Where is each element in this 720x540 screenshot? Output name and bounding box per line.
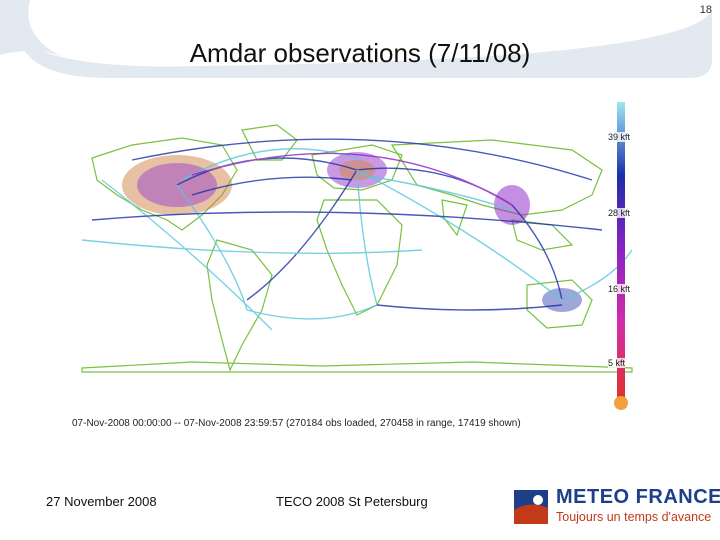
observation-clusters [122,152,582,312]
coast-greenland [241,124,298,161]
amdar-map: 39 kft 28 kft 16 kft 5 kft [72,100,637,422]
altitude-label-5: 5 kft [608,358,626,368]
coast-south-america [206,239,273,372]
logo-name: METEO FRANCE [556,486,720,508]
altitude-label-16: 16 kft [608,284,631,294]
meteo-france-logo: METEO FRANCE Toujours un temps d'avance [512,484,720,532]
coast-africa [316,199,403,316]
footer-event: TECO 2008 St Petersburg [276,494,428,509]
coast-asia [390,139,603,216]
coast-antarctica [81,361,633,373]
altitude-color-bar [617,102,625,397]
coastlines [81,124,633,373]
altitude-bar-marker [614,396,628,410]
page-number: 18 [699,4,712,16]
footer-date: 27 November 2008 [46,494,157,509]
coast-australia [526,279,593,329]
coast-north-america [91,137,238,231]
map-caption: 07-Nov-2008 00:00:00 -- 07-Nov-2008 23:5… [72,418,521,429]
logo-emblem-icon [514,490,548,524]
map-canvas [81,102,633,410]
altitude-label-28: 28 kft [608,208,631,218]
coast-india [441,199,468,237]
logo-tagline: Toujours un temps d'avance [556,510,712,524]
header-swoosh [0,0,712,78]
altitude-label-39: 39 kft [608,132,631,142]
slide-title: Amdar observations (7/11/08) [189,38,531,68]
flight-tracks [81,138,633,331]
